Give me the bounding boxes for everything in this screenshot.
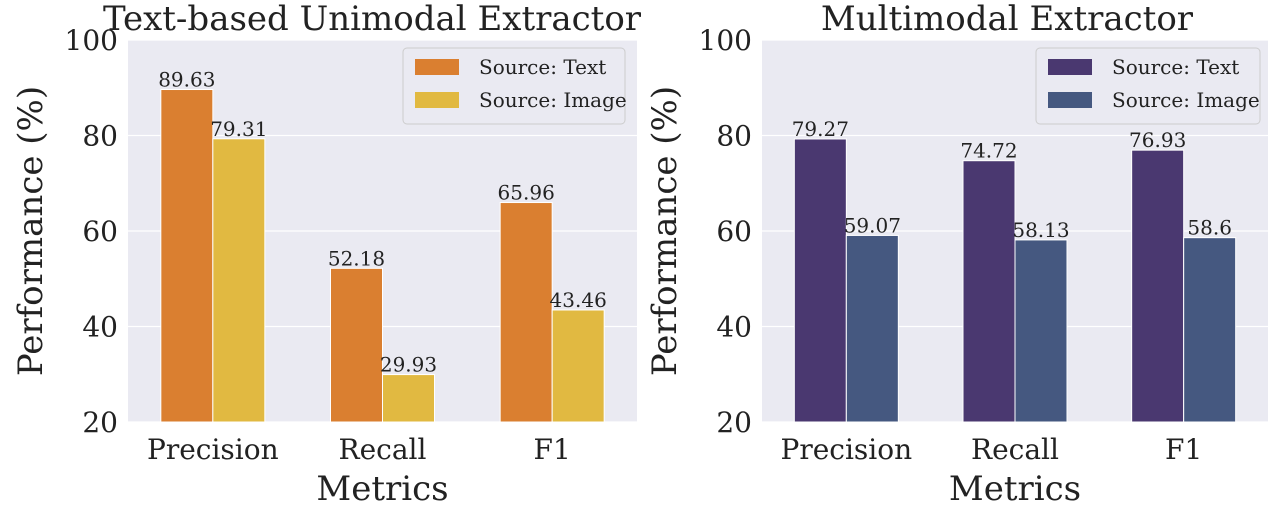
- legend-label: Source: Text: [1112, 55, 1239, 79]
- y-tick-label: 100: [699, 24, 752, 57]
- bar-value-label: 65.96: [498, 181, 555, 205]
- bar-value-label: 89.63: [158, 68, 215, 92]
- x-axis-label: Metrics: [316, 469, 448, 509]
- y-tick-label: 40: [716, 311, 752, 344]
- legend: Source: Text Source: Image: [402, 47, 627, 125]
- y-tick-label: 40: [82, 311, 118, 344]
- bar-f1-series-2: [551, 309, 605, 423]
- bar-recall-series-2: [1014, 239, 1068, 423]
- y-axis-label: Performance (%): [645, 86, 685, 376]
- legend-label: Source: Text: [479, 55, 606, 79]
- y-tick-label: 60: [82, 215, 118, 248]
- x-tick-label: Recall: [339, 433, 427, 466]
- bar-f1-series-1: [1131, 149, 1185, 423]
- y-axis-label: Performance (%): [11, 86, 51, 376]
- bar-precision-series-2: [212, 138, 266, 423]
- legend-swatch: [1048, 92, 1092, 108]
- y-tick-label: 100: [65, 24, 118, 57]
- x-axis-label: Metrics: [949, 469, 1081, 509]
- y-tick-label: 60: [716, 215, 752, 248]
- x-tick-label: F1: [534, 433, 571, 466]
- chart-panel-2: 20 40 60 80 100 79.27 59.07 Precision 74.72 58.13…: [645, 0, 1268, 509]
- legend-label: Source: Image: [479, 88, 627, 112]
- chart-title: Text-based Unimodal Extractor: [103, 0, 642, 39]
- x-tick-label: Precision: [147, 433, 279, 466]
- y-tick-label: 80: [716, 120, 752, 153]
- legend-swatch: [415, 59, 459, 75]
- legend-swatch: [1048, 59, 1092, 75]
- legend: Source: Text Source: Image: [1035, 47, 1261, 125]
- bar-f1-series-2: [1183, 237, 1237, 423]
- bar-recall-series-1: [962, 160, 1016, 423]
- bar-value-label: 74.72: [960, 139, 1017, 163]
- bar-precision-series-1: [793, 138, 847, 423]
- chart-panel-1: 20 40 60 80 100 89.63 79.31 Precision 52.18 29.93…: [11, 0, 642, 509]
- x-tick-label: F1: [1165, 433, 1202, 466]
- y-tick-label: 20: [716, 406, 752, 439]
- bar-value-label: 58.6: [1187, 216, 1232, 240]
- legend-label: Source: Image: [1112, 88, 1260, 112]
- bar-recall-series-2: [382, 374, 435, 423]
- legend-swatch: [415, 92, 459, 108]
- bar-value-label: 58.13: [1012, 218, 1069, 242]
- bar-value-label: 43.46: [550, 288, 607, 312]
- bar-precision-series-1: [160, 89, 214, 423]
- bar-precision-series-2: [845, 234, 899, 423]
- x-tick-label: Precision: [781, 433, 913, 466]
- bar-value-label: 76.93: [1129, 128, 1186, 152]
- bar-f1-series-1: [499, 202, 553, 423]
- y-tick-label: 80: [82, 120, 118, 153]
- bar-value-label: 59.07: [844, 213, 901, 237]
- bar-value-label: 79.27: [792, 117, 849, 141]
- bar-value-label: 79.31: [210, 117, 267, 141]
- y-tick-label: 20: [82, 406, 118, 439]
- x-tick-label: Recall: [971, 433, 1059, 466]
- bar-value-label: 29.93: [380, 353, 437, 377]
- chart-title: Multimodal Extractor: [821, 0, 1194, 39]
- bar-value-label: 52.18: [328, 246, 385, 270]
- bar-recall-series-1: [330, 267, 383, 423]
